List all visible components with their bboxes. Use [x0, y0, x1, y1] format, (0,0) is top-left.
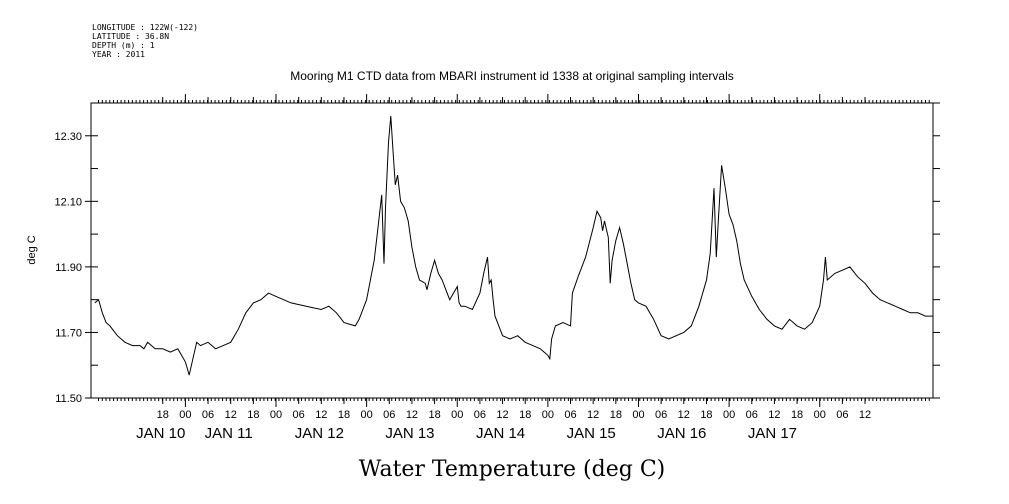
- series-layer: [94, 116, 933, 376]
- y-tick-label: 12.10: [54, 196, 82, 208]
- x-tick-label: 00: [632, 409, 644, 421]
- x-tick-label: 00: [542, 409, 554, 421]
- x-tick-label: 18: [519, 409, 531, 421]
- meta-year: YEAR : 2011: [92, 50, 145, 59]
- x-axis-label: Water Temperature (deg C): [359, 457, 666, 482]
- x-tick-label: 12: [225, 409, 237, 421]
- x-tick-label: 06: [836, 409, 848, 421]
- x-tick-label: 00: [451, 409, 463, 421]
- x-tick-label: 12: [406, 409, 418, 421]
- meta-longitude: LONGITUDE : 122W(-122): [92, 23, 198, 32]
- x-day-label: JAN 17: [748, 425, 797, 442]
- x-tick-label: 18: [247, 409, 259, 421]
- axes-layer: 11.50 11.70 11.90 12.10 12.30 18 00 06 12 18 00 06 1…: [54, 94, 940, 442]
- x-tick-label: 06: [474, 409, 486, 421]
- y-tick-label: 11.50: [55, 393, 82, 405]
- x-day-label: JAN 16: [657, 425, 706, 442]
- x-tick-label: 12: [768, 409, 780, 421]
- x-day-label: JAN 15: [567, 425, 616, 442]
- x-tick-label: 18: [791, 409, 803, 421]
- x-tick-label: 00: [723, 409, 735, 421]
- x-day-label: JAN 10: [136, 425, 185, 442]
- x-tick-label: 06: [746, 409, 758, 421]
- x-day-label: JAN 12: [295, 425, 344, 442]
- plot-frame: [90, 102, 934, 399]
- x-tick-label: 12: [587, 409, 599, 421]
- x-tick-label: 06: [202, 409, 214, 421]
- x-tick-label: 12: [315, 409, 327, 421]
- x-tick-label: 06: [564, 409, 576, 421]
- y-tick-label: 12.30: [54, 131, 82, 143]
- x-tick-label: 06: [383, 409, 395, 421]
- meta-depth: DEPTH (m) : 1: [92, 41, 155, 50]
- x-tick-label: 12: [496, 409, 508, 421]
- x-tick-label: 00: [179, 409, 191, 421]
- x-tick-label: 18: [610, 409, 622, 421]
- x-tick-label: 12: [678, 409, 690, 421]
- y-tick-label: 11.70: [55, 327, 82, 339]
- y-tick-label: 11.90: [55, 262, 82, 274]
- x-tick-label: 18: [338, 409, 350, 421]
- x-day-label: JAN 11: [205, 425, 253, 442]
- x-tick-label: 00: [814, 409, 826, 421]
- x-tick-label: 06: [293, 409, 305, 421]
- chart-title: Mooring M1 CTD data from MBARI instrumen…: [290, 69, 734, 83]
- x-day-label: JAN 14: [476, 425, 525, 442]
- meta-latitude: LATITUDE : 36.8N: [92, 32, 169, 41]
- x-tick-label: 06: [655, 409, 667, 421]
- x-tick-label: 12: [859, 409, 871, 421]
- x-tick-label: 18: [428, 409, 440, 421]
- x-tick-label: 00: [361, 409, 373, 421]
- x-tick-label: 18: [700, 409, 712, 421]
- y-axis-label: deg C: [26, 235, 38, 264]
- x-tick-label: 00: [270, 409, 282, 421]
- x-day-label: JAN 13: [385, 425, 434, 442]
- x-tick-label: 18: [157, 409, 169, 421]
- temperature-series-line: [94, 116, 933, 376]
